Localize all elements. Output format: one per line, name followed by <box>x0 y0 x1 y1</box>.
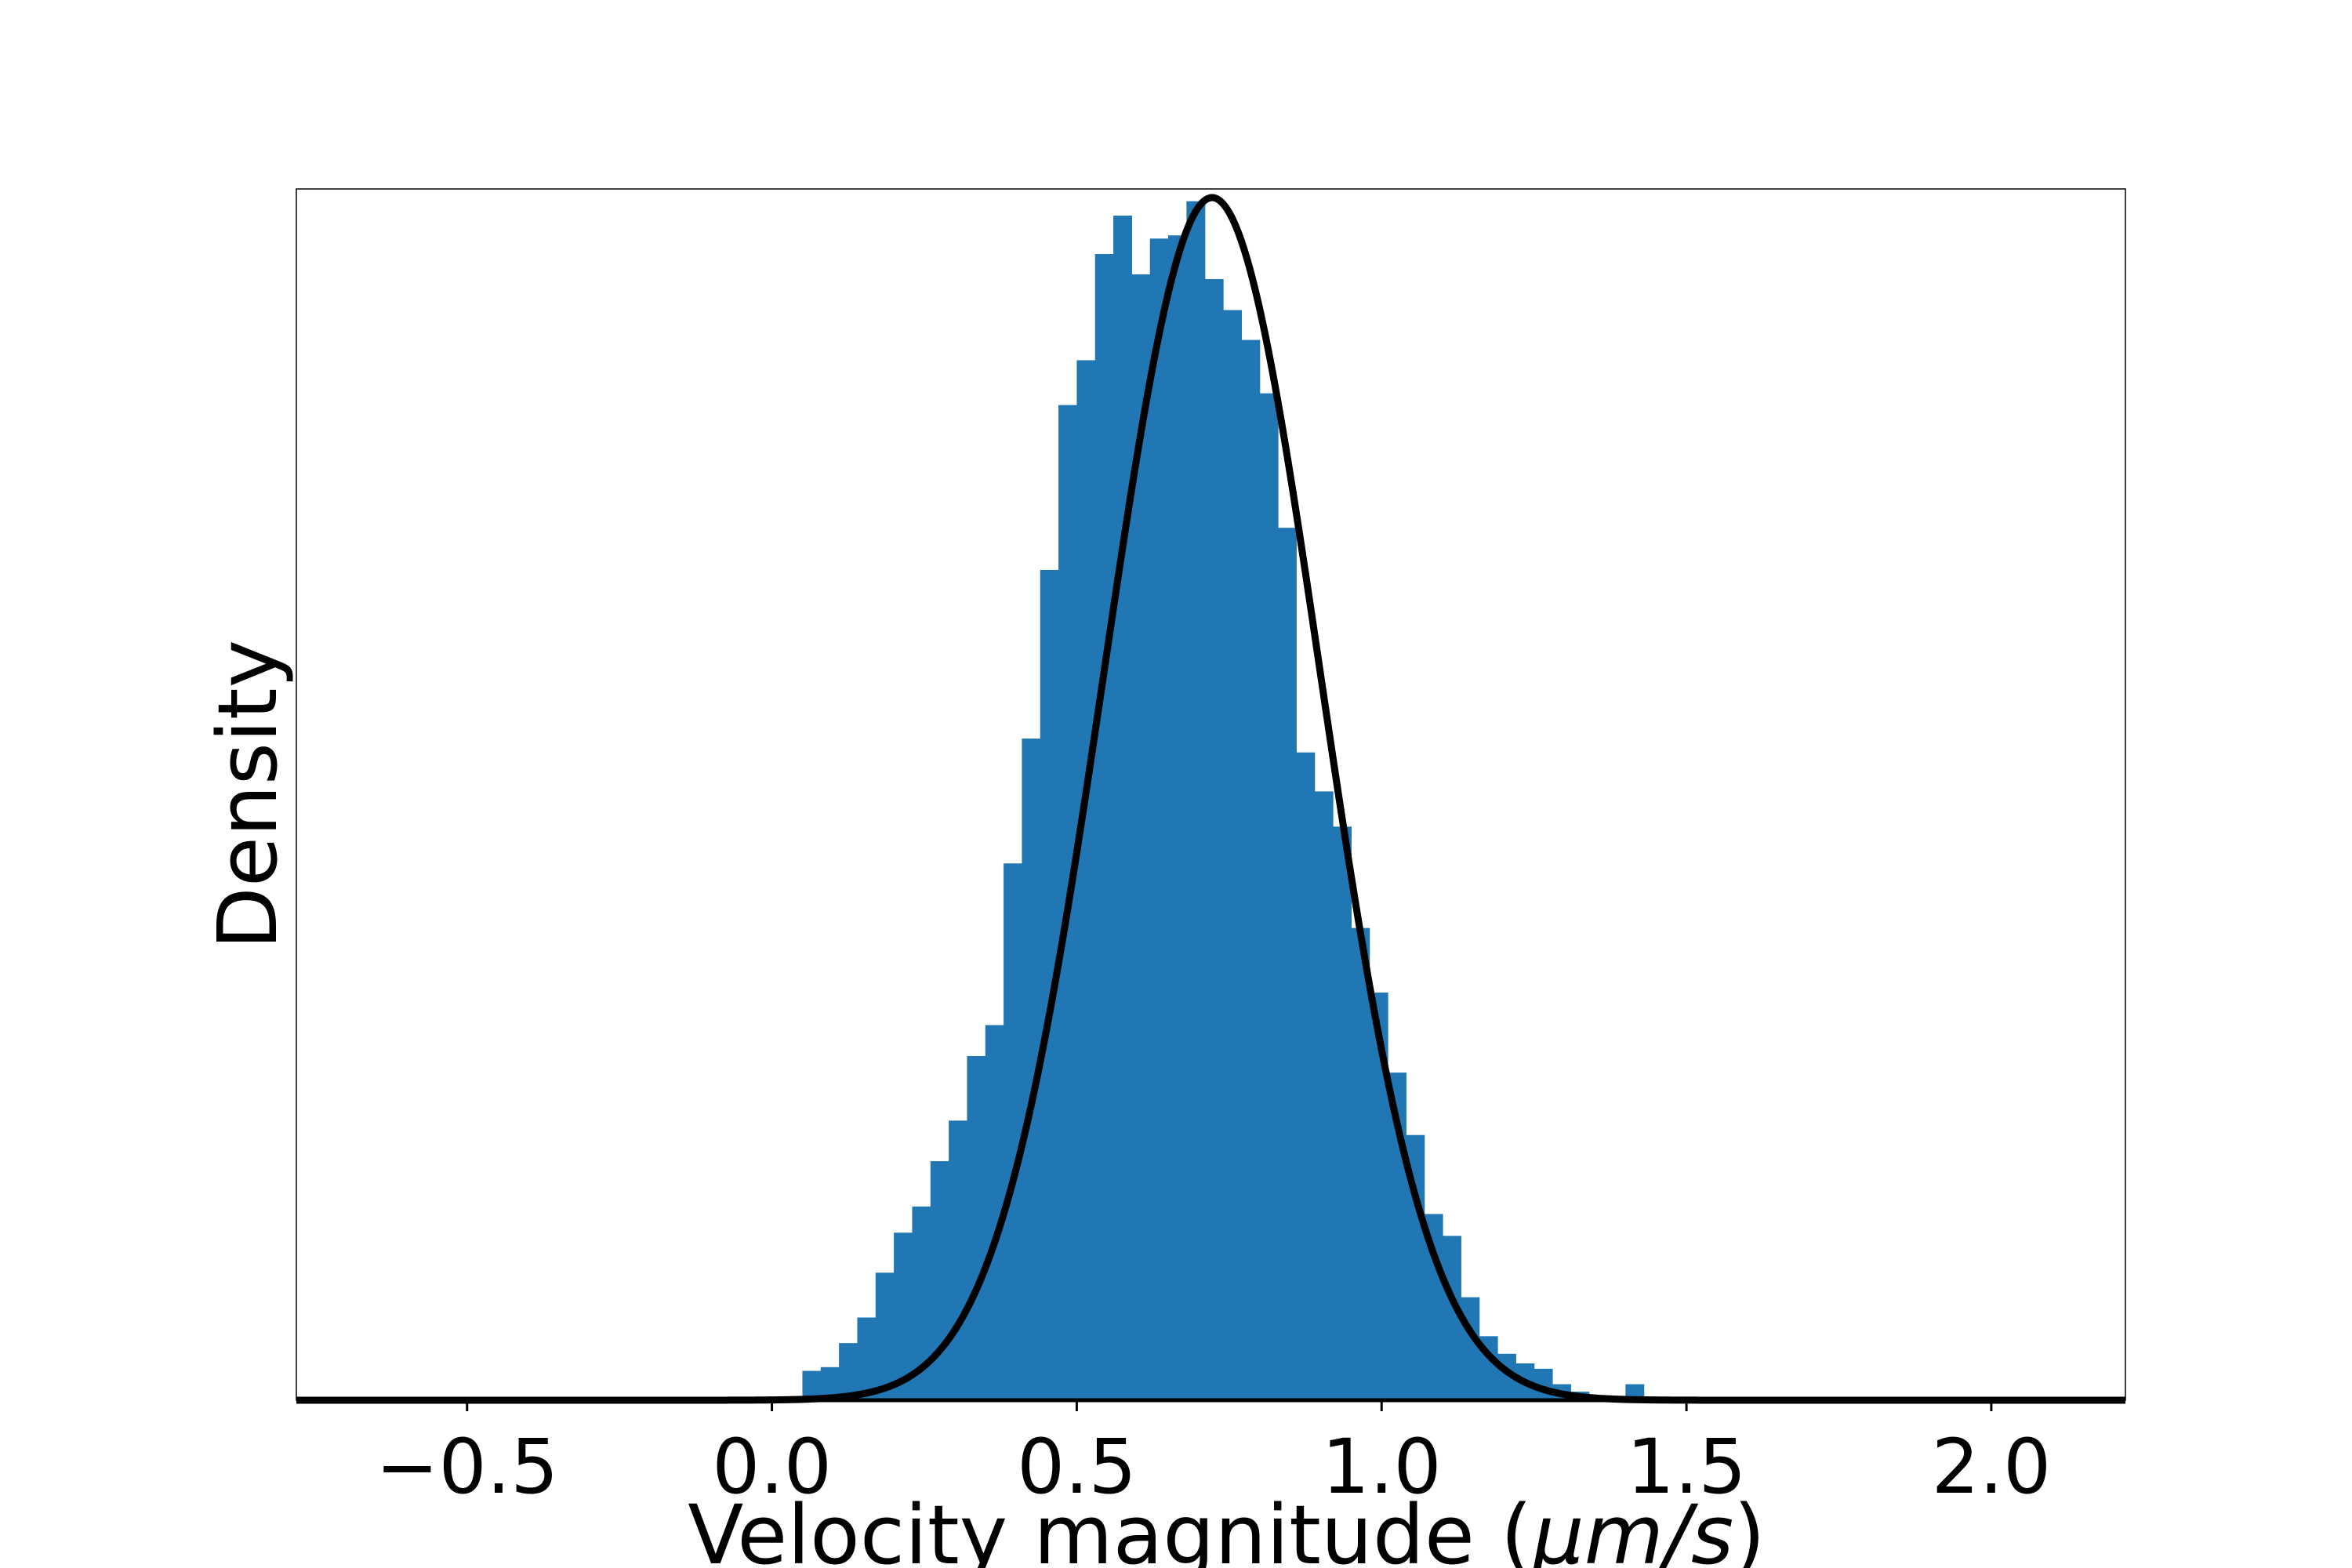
histogram-bar <box>857 1317 877 1400</box>
x-tick-label: 0.0 <box>712 1423 832 1511</box>
histogram-bar <box>802 1370 822 1400</box>
histogram-bar <box>1022 739 1041 1400</box>
x-tick-label: 0.5 <box>1017 1423 1137 1511</box>
x-tick-label: 1.5 <box>1627 1423 1747 1511</box>
histogram-bar <box>1461 1297 1480 1400</box>
histogram-bar <box>1369 993 1388 1400</box>
histogram-bar <box>1241 339 1261 1400</box>
histogram-bar <box>912 1206 931 1400</box>
histogram-bar <box>1186 201 1206 1400</box>
histogram-bar <box>1149 238 1169 1400</box>
histogram-bar <box>1076 360 1096 1401</box>
histogram-bar <box>1223 310 1242 1400</box>
histogram-bar <box>820 1367 840 1400</box>
histogram-bar <box>1259 393 1279 1401</box>
histogram-bar <box>1040 569 1059 1401</box>
histogram-bar <box>839 1343 858 1400</box>
histogram-bar <box>930 1161 949 1400</box>
histogram-bar <box>894 1232 913 1400</box>
histogram-bar <box>1168 235 1187 1401</box>
histogram-bar <box>1113 216 1132 1400</box>
histogram-bar <box>875 1272 895 1400</box>
x-tick-label: 2.0 <box>1932 1423 2052 1511</box>
x-axis-label: Velocity magnitude (μm/s) <box>688 1487 1766 1568</box>
x-axis-ticks: −0.5 0.0 0.5 1.0 1.5 2.0 <box>376 1400 2051 1511</box>
x-tick-label: 1.0 <box>1322 1423 1442 1511</box>
histogram-bar <box>949 1120 968 1400</box>
y-axis-label: Density <box>200 640 296 949</box>
histogram-bar <box>1131 274 1151 1400</box>
histogram-bar <box>1004 863 1023 1400</box>
x-tick-label: −0.5 <box>376 1423 558 1511</box>
histogram-bar <box>1351 927 1370 1400</box>
histogram-bar <box>967 1056 986 1400</box>
histogram-bar <box>1333 826 1352 1400</box>
histogram-bar <box>1296 752 1316 1400</box>
histogram-bar <box>1204 279 1224 1400</box>
histogram-bars <box>784 201 1663 1401</box>
histogram-bar <box>985 1025 1004 1400</box>
histogram-bar <box>1278 528 1297 1401</box>
histogram-bar <box>1094 254 1114 1400</box>
histogram-bar <box>1443 1236 1461 1400</box>
histogram-bar <box>1314 791 1334 1400</box>
